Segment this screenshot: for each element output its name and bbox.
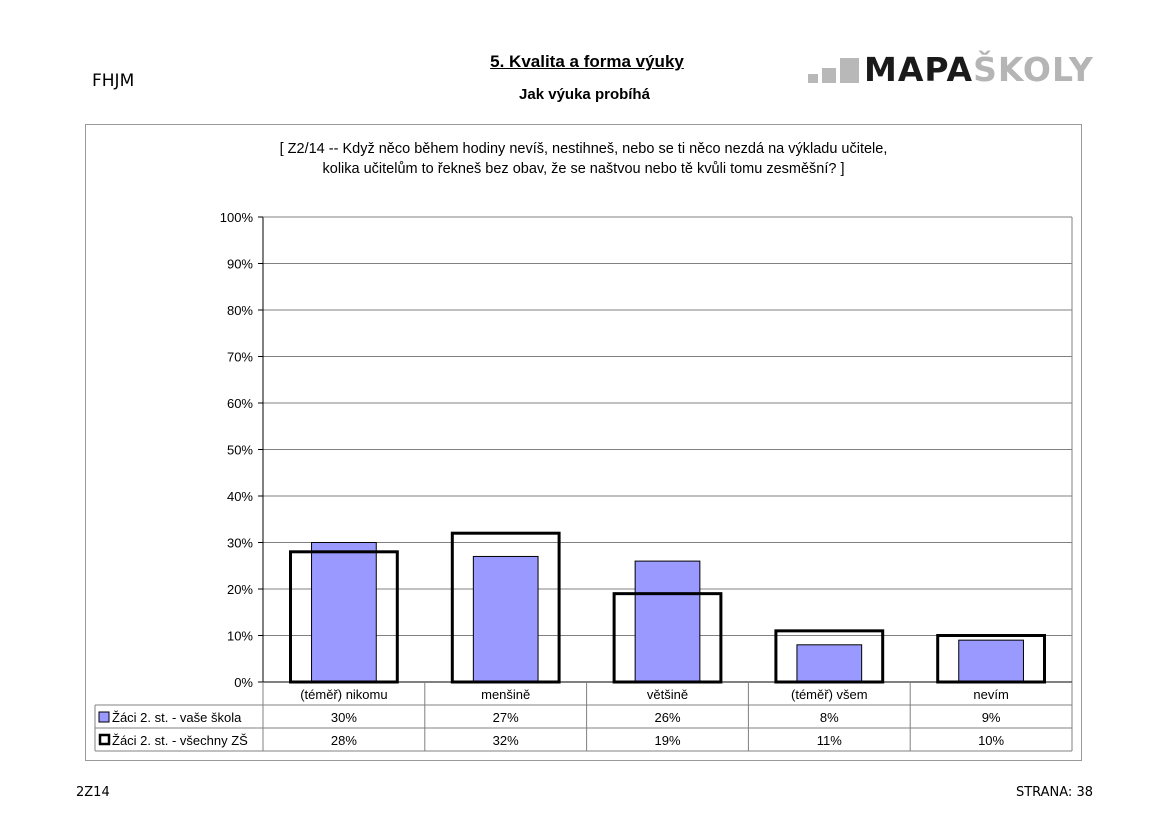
question-line-1: [ Z2/14 -- Když něco během hodiny nevíš,… — [279, 141, 888, 157]
y-tick-label: 80% — [227, 303, 253, 318]
school-code: FHJM — [92, 71, 135, 91]
legend-series-label: Žáci 2. st. - všechny ZŠ — [112, 733, 248, 748]
y-tick-label: 40% — [227, 489, 253, 504]
y-tick-label: 30% — [227, 536, 253, 551]
logo-square-small — [808, 74, 818, 83]
data-value-label: 11% — [817, 733, 842, 748]
data-value-label: 10% — [978, 733, 1004, 748]
footer-page-number: STRANA: 38 — [1015, 785, 1093, 800]
question-line-2: kolika učitelům to řekneš bez obav, že s… — [322, 161, 845, 177]
data-value-label: 27% — [493, 710, 519, 725]
x-category-label: většině — [647, 687, 688, 702]
legend-swatch-vsechny-zs — [98, 733, 111, 746]
data-value-label: 19% — [654, 733, 680, 748]
x-category-label: (téměř) všem — [791, 687, 868, 702]
y-tick-label: 50% — [227, 443, 253, 458]
section-subtitle: Jak výuka probíhá — [519, 86, 650, 103]
y-tick-label: 0% — [234, 675, 253, 690]
logo-text: MAPAŠKOLY — [864, 50, 1094, 89]
x-category-label: nevím — [973, 687, 1008, 702]
logo-square-large — [840, 58, 859, 83]
bar-vase-skola — [634, 560, 701, 683]
bar-vase-skola — [796, 644, 863, 683]
bar-vase-skola — [472, 555, 539, 683]
y-tick-label: 100% — [220, 210, 254, 225]
x-category-label: menšině — [481, 687, 530, 702]
question-text: [ Z2/14 -- Když něco během hodiny nevíš,… — [85, 139, 1082, 179]
bar-vase-skola — [311, 542, 377, 683]
logo-text-light: ŠKOLY — [973, 50, 1094, 89]
bar-vase-skola — [958, 639, 1024, 683]
x-category-label: (téměř) nikomu — [300, 687, 387, 702]
data-value-label: 26% — [654, 710, 680, 725]
logo-text-dark: MAPA — [864, 50, 974, 89]
data-value-label: 8% — [820, 710, 839, 725]
y-tick-label: 90% — [227, 257, 253, 272]
y-tick-label: 20% — [227, 582, 253, 597]
y-tick-label: 70% — [227, 350, 253, 365]
logo-square-medium — [822, 68, 836, 83]
data-value-label: 32% — [493, 733, 519, 748]
data-value-label: 30% — [331, 710, 357, 725]
legend-series-label: Žáci 2. st. - vaše škola — [112, 710, 242, 725]
mapa-skoly-logo: MAPAŠKOLY — [808, 50, 1093, 92]
section-title-text: 5. Kvalita a forma výuky — [490, 52, 684, 71]
footer-code: 2Z14 — [76, 785, 110, 800]
legend-swatch-vase-skola — [98, 711, 110, 723]
section-title: 5. Kvalita a forma výuky — [0, 52, 1169, 72]
data-value-label: 9% — [982, 710, 1001, 725]
chart-frame — [85, 124, 1082, 761]
data-value-label: 28% — [331, 733, 357, 748]
y-tick-label: 60% — [227, 396, 253, 411]
y-tick-label: 10% — [227, 629, 253, 644]
